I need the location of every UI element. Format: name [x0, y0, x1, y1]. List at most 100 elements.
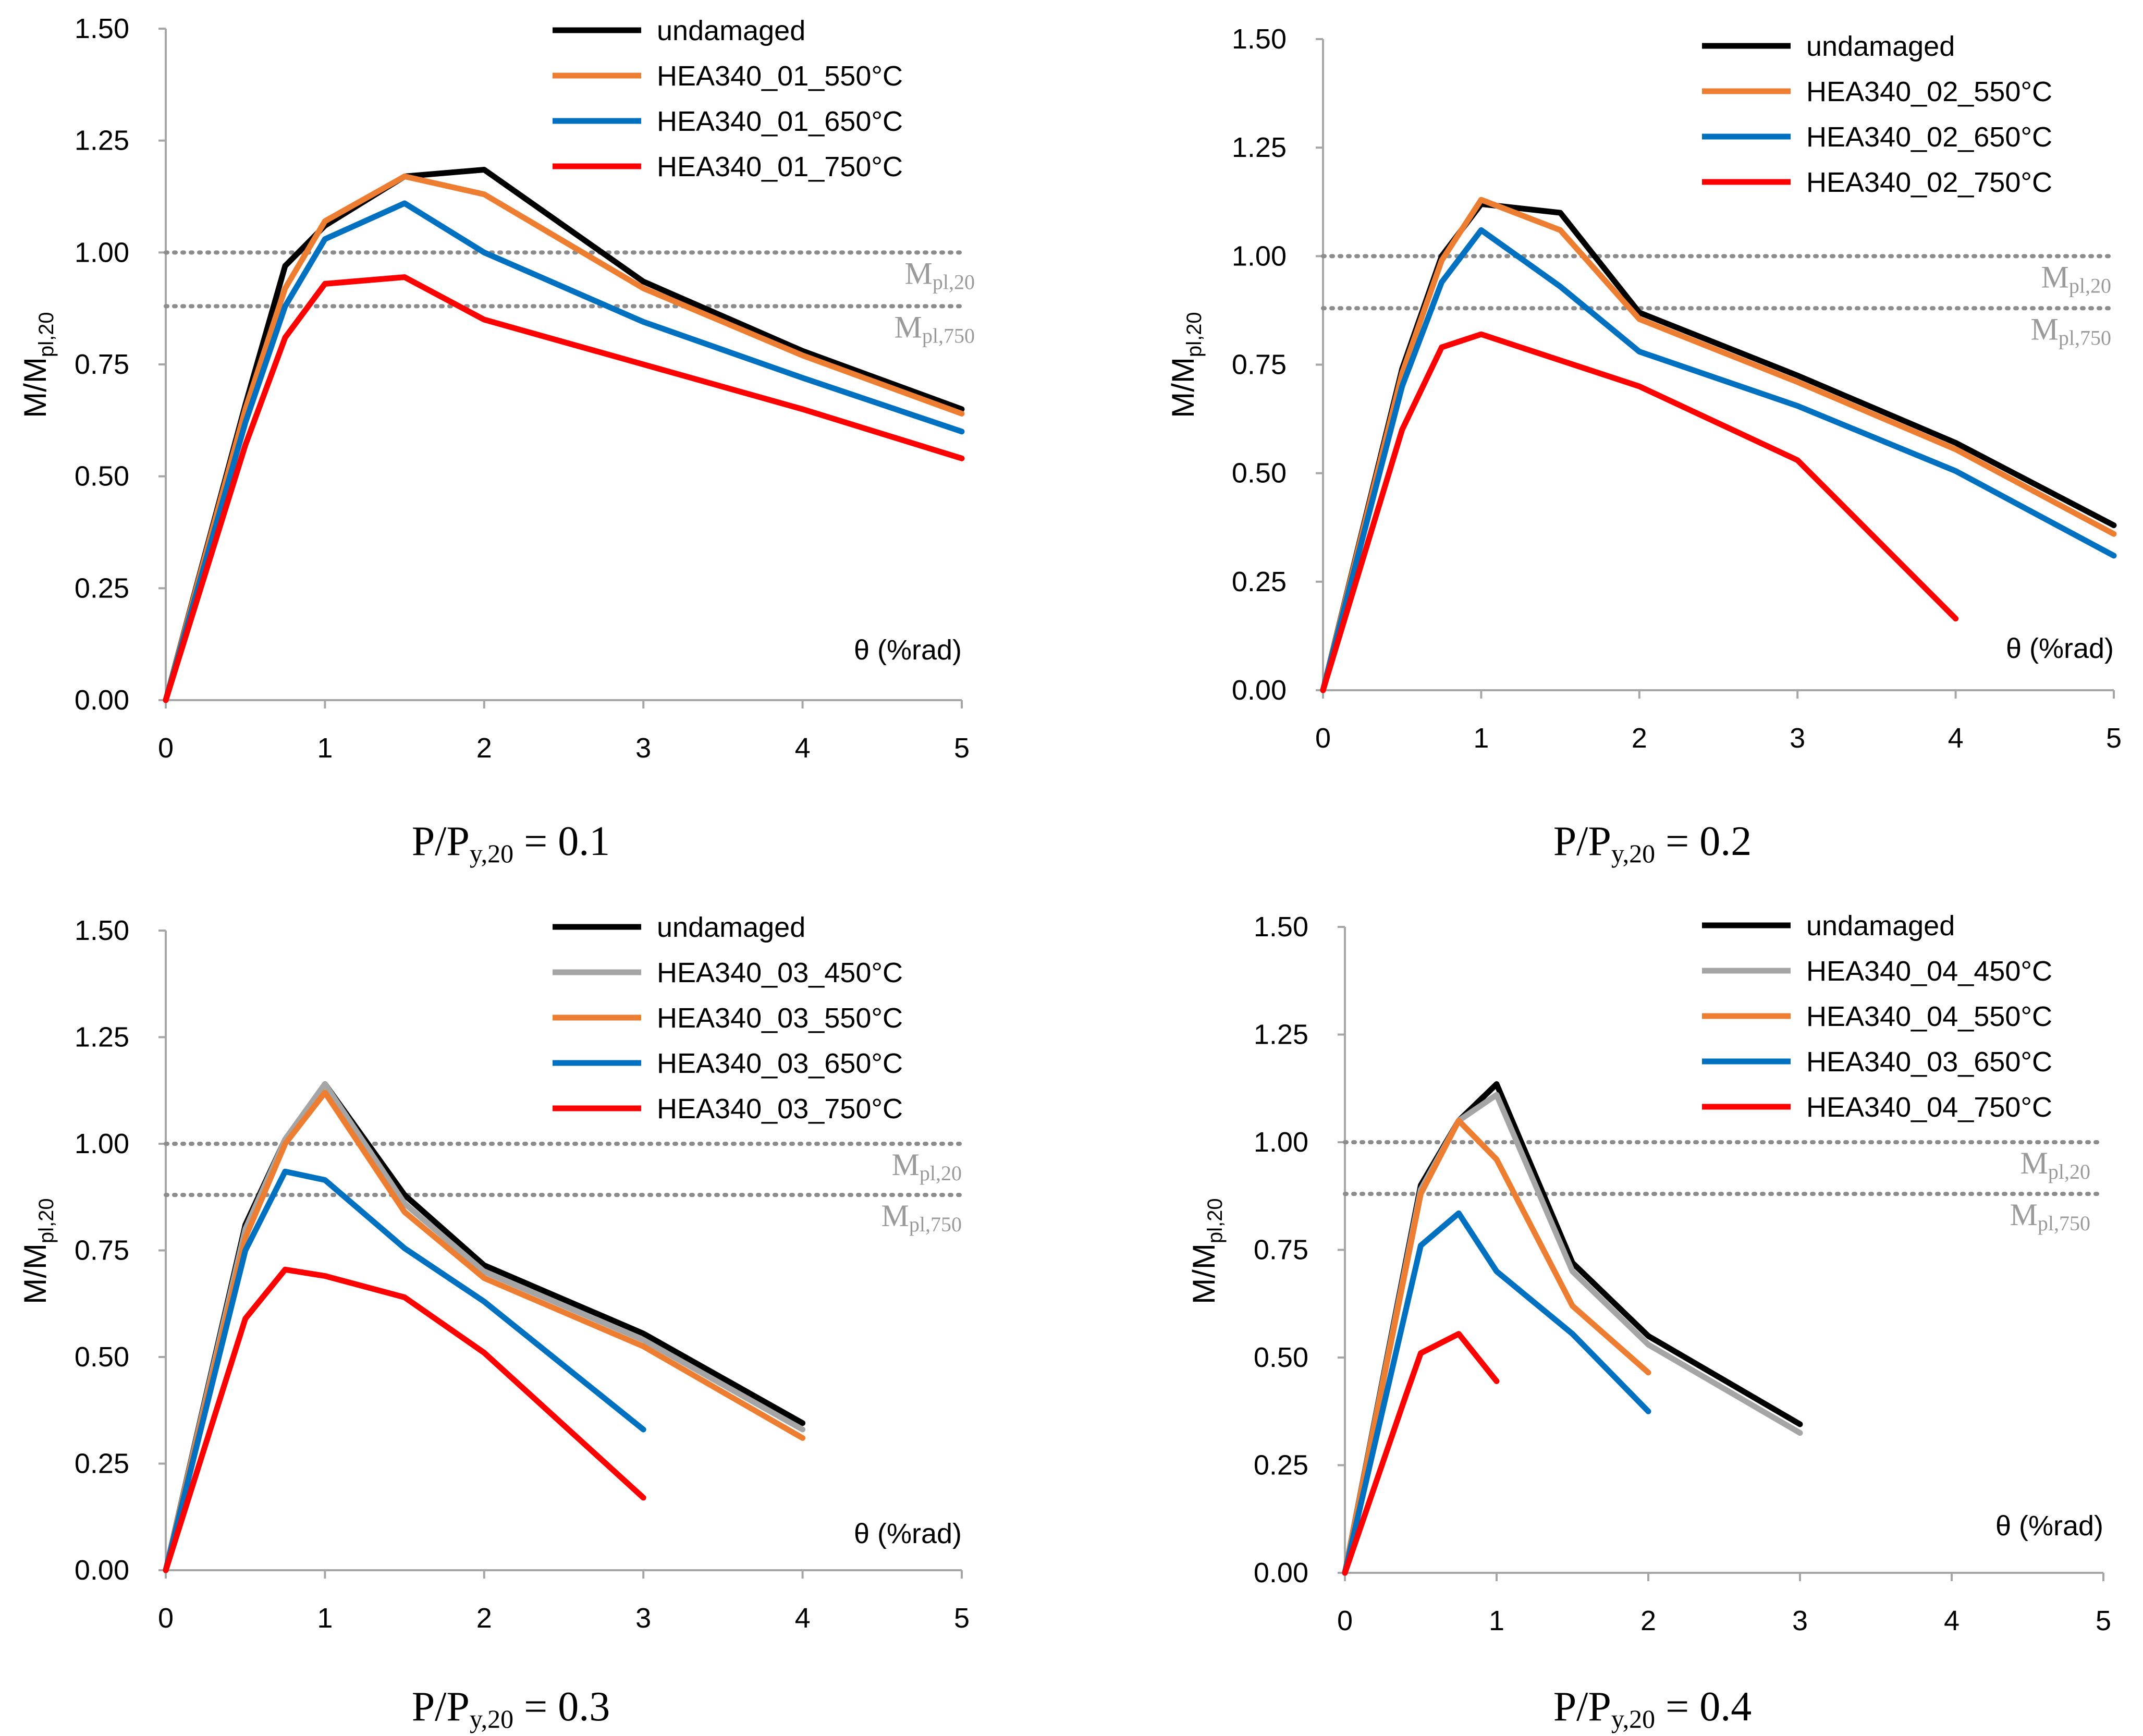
y-tick-label: 0.25 — [75, 572, 129, 604]
x-tick-label: 0 — [1315, 723, 1331, 754]
reference-label-pl-20: Mpl,20 — [2041, 260, 2111, 297]
chart-panel-3: 0.00 0.25 0.50 0.75 1.00 1.25 1.50 0 1 2 3 4 5 Mpl,20… — [18, 912, 970, 1733]
chart-panel-1: 0.00 0.25 0.50 0.75 1.00 1.25 1.50 0 1 2 3 4 5 Mpl,20… — [18, 13, 975, 868]
reference-label-pl-750: Mpl,750 — [2010, 1197, 2090, 1235]
x-tick-label: 3 — [1792, 1605, 1808, 1636]
series-line-undamaged — [1320, 201, 2117, 693]
x-tick-label: 1 — [317, 1603, 333, 1634]
series-line-HEA340_03_550°C — [163, 1090, 806, 1573]
panel-caption: P/Py,20 = 0.4 — [1553, 1684, 1752, 1733]
reference-label-pl-750: Mpl,750 — [895, 310, 975, 347]
y-tick-label: 0.50 — [75, 1341, 129, 1373]
y-tick-label: 0.00 — [75, 1555, 129, 1586]
legend-label: HEA340_03_750°C — [657, 1093, 903, 1124]
legend-label: HEA340_04_750°C — [1806, 1092, 2052, 1123]
legend-label: undamaged — [1806, 31, 1955, 62]
chart-panel-2: 0.00 0.25 0.50 0.75 1.00 1.25 1.50 0 1 2 3 4 5 Mpl,20… — [1166, 23, 2122, 868]
reference-label-pl-20: Mpl,20 — [892, 1147, 962, 1185]
y-tick-label: 0.00 — [1232, 675, 1287, 706]
legend-label: undamaged — [1806, 910, 1955, 942]
legend-label: undamaged — [657, 15, 805, 46]
series-line-undamaged — [163, 1081, 806, 1573]
x-axis-label: θ (%rad) — [1995, 1510, 2103, 1542]
y-tick-label: 1.00 — [1254, 1127, 1308, 1158]
y-axis-label: M/Mpl,20 — [18, 312, 58, 418]
y-tick-label: 1.50 — [1232, 23, 1287, 55]
x-axis-label: θ (%rad) — [854, 634, 962, 666]
x-tick-label: 2 — [1632, 723, 1647, 754]
series-line-HEA340_03_650°C — [1342, 1210, 1651, 1576]
x-tick-label: 2 — [476, 732, 492, 764]
y-tick-label: 0.00 — [1254, 1557, 1308, 1588]
y-tick-label: 1.50 — [75, 13, 129, 44]
x-tick-label: 5 — [2106, 723, 2122, 754]
legend-label: HEA340_03_550°C — [657, 1003, 903, 1034]
x-tick-label: 5 — [954, 732, 970, 764]
y-tick-label: 0.75 — [75, 349, 129, 380]
y-tick-label: 0.25 — [1254, 1450, 1308, 1481]
y-tick-label: 0.50 — [75, 461, 129, 492]
series-line-HEA340_03_450°C — [163, 1081, 806, 1573]
x-tick-label: 1 — [1489, 1605, 1504, 1636]
y-tick-label: 0.50 — [1232, 458, 1287, 489]
y-axis-label: M/Mpl,20 — [18, 1198, 58, 1304]
y-tick-label: 1.25 — [75, 125, 129, 156]
x-tick-label: 4 — [795, 732, 811, 764]
legend-label: HEA340_02_650°C — [1806, 121, 2052, 153]
legend-label: HEA340_04_450°C — [1806, 956, 2052, 987]
panel-caption: P/Py,20 = 0.1 — [412, 818, 610, 868]
series-line-HEA340_01_750°C — [163, 274, 965, 703]
series-line-HEA340_02_650°C — [1320, 227, 2117, 693]
x-tick-label: 3 — [635, 732, 651, 764]
legend-label: HEA340_02_750°C — [1806, 167, 2052, 198]
x-tick-label: 5 — [954, 1603, 970, 1634]
x-tick-label: 0 — [1337, 1605, 1353, 1636]
x-tick-label: 5 — [2096, 1605, 2111, 1636]
y-tick-label: 0.50 — [1254, 1342, 1308, 1373]
series-line-HEA340_03_650°C — [163, 1168, 646, 1573]
series-line-HEA340_02_750°C — [1320, 331, 1959, 693]
y-tick-label: 1.25 — [1232, 132, 1287, 163]
y-tick-label: 1.25 — [75, 1022, 129, 1053]
y-tick-label: 0.00 — [75, 684, 129, 716]
y-tick-label: 0.25 — [1232, 566, 1287, 597]
y-tick-label: 0.75 — [1254, 1234, 1308, 1266]
legend-label: HEA340_01_650°C — [657, 106, 903, 137]
y-tick-label: 1.00 — [75, 1128, 129, 1159]
chart-panel-4: 0.00 0.25 0.50 0.75 1.00 1.25 1.50 0 1 2 3 4 5 Mpl,20… — [1186, 910, 2111, 1733]
y-tick-label: 1.00 — [75, 237, 129, 268]
legend-label: HEA340_01_750°C — [657, 151, 903, 182]
legend-label: HEA340_01_550°C — [657, 60, 903, 92]
x-tick-label: 3 — [1790, 723, 1805, 754]
legend-label: HEA340_03_650°C — [1806, 1046, 2052, 1078]
y-tick-label: 0.75 — [1232, 349, 1287, 381]
x-tick-label: 2 — [1640, 1605, 1656, 1636]
series-line-HEA340_03_750°C — [163, 1266, 646, 1573]
x-tick-label: 2 — [476, 1603, 492, 1634]
series-line-HEA340_04_550°C — [1342, 1118, 1651, 1576]
x-tick-label: 0 — [158, 1603, 174, 1634]
reference-label-pl-750: Mpl,750 — [881, 1199, 962, 1236]
x-axis-label: θ (%rad) — [854, 1518, 962, 1549]
legend-label: HEA340_03_650°C — [657, 1048, 903, 1079]
series-line-HEA340_01_550°C — [163, 173, 965, 703]
series-line-HEA340_01_650°C — [163, 200, 965, 703]
x-tick-label: 3 — [635, 1603, 651, 1634]
x-tick-label: 0 — [158, 732, 174, 764]
series-line-undamaged — [163, 167, 965, 703]
x-tick-label: 1 — [317, 732, 333, 764]
y-tick-label: 0.75 — [75, 1235, 129, 1266]
x-tick-label: 4 — [795, 1603, 811, 1634]
y-tick-label: 1.00 — [1232, 240, 1287, 272]
series-line-HEA340_04_750°C — [1342, 1331, 1500, 1576]
panel-caption: P/Py,20 = 0.2 — [1553, 818, 1752, 868]
legend-label: HEA340_04_550°C — [1806, 1001, 2052, 1032]
legend-label: undamaged — [657, 912, 805, 943]
x-tick-label: 1 — [1473, 723, 1489, 754]
y-tick-label: 0.25 — [75, 1448, 129, 1480]
reference-label-pl-20: Mpl,20 — [905, 256, 975, 294]
y-tick-label: 1.25 — [1254, 1019, 1308, 1050]
series-line-HEA340_02_550°C — [1320, 197, 2117, 693]
y-axis-label: M/Mpl,20 — [1186, 1198, 1227, 1304]
